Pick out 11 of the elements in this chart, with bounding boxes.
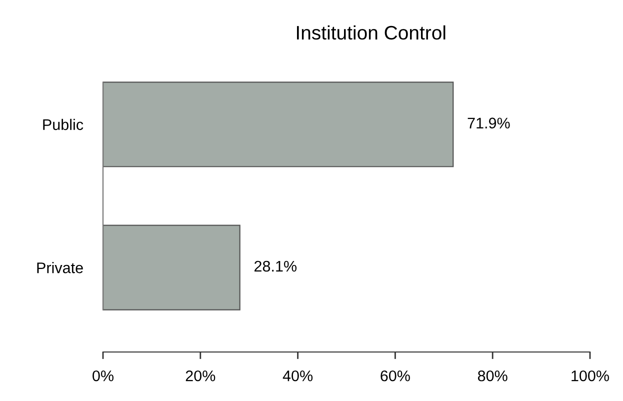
chart-title: Institution Control — [296, 25, 446, 40]
y-tick-label: Private — [37, 262, 83, 274]
x-tick-label: 0% — [92, 370, 114, 382]
x-tick-label: 60% — [380, 370, 410, 382]
data-label: 28.1% — [254, 260, 297, 272]
data-label: 71.9% — [468, 118, 510, 128]
x-tick-label: 40% — [282, 370, 313, 382]
x-tick-label: 100% — [572, 370, 609, 382]
y-tick-label: Public — [43, 118, 84, 130]
x-tick-label: 80% — [478, 370, 508, 382]
x-tick-label: 20% — [186, 370, 216, 382]
